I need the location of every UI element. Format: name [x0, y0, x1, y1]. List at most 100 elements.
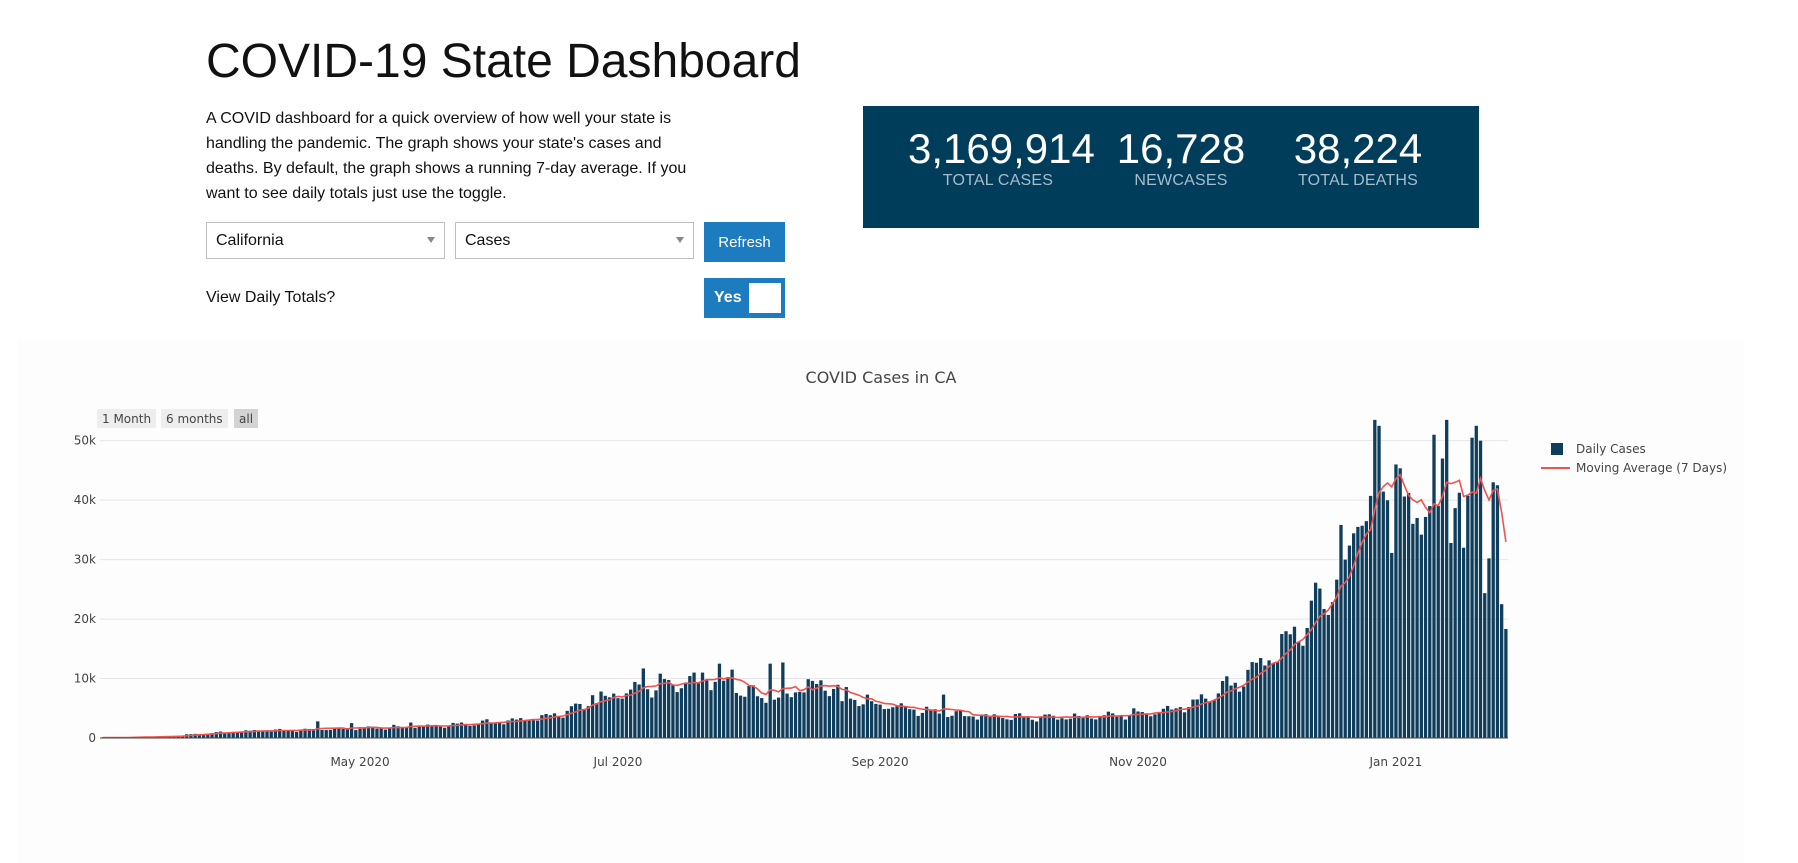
- metric-select[interactable]: Cases: [455, 222, 694, 259]
- daily-cases-bar: [527, 719, 531, 738]
- daily-cases-bar: [1199, 694, 1204, 738]
- daily-cases-bar: [755, 696, 760, 738]
- daily-cases-bar: [1309, 600, 1314, 738]
- daily-cases-bar: [793, 692, 798, 738]
- daily-cases-bar: [1246, 669, 1250, 738]
- daily-cases-bar: [333, 727, 337, 738]
- daily-cases-bar: [1339, 525, 1343, 738]
- daily-cases-bar: [967, 716, 971, 738]
- daily-cases-bar: [493, 722, 497, 738]
- daily-cases-bar: [1377, 425, 1381, 738]
- range-6-months-button[interactable]: 6 months: [161, 409, 228, 428]
- daily-cases-bar: [239, 731, 244, 738]
- daily-cases-bar: [1352, 533, 1356, 738]
- daily-cases-bar: [438, 725, 443, 738]
- daily-cases-bar: [878, 704, 882, 738]
- daily-cases-bar: [316, 721, 320, 738]
- y-tick-label: 40k: [74, 493, 96, 507]
- daily-cases-bar: [565, 710, 569, 738]
- daily-cases-bar: [358, 728, 362, 738]
- daily-cases-bar: [265, 731, 269, 738]
- daily-cases-bar: [1043, 714, 1047, 738]
- daily-cases-bar: [882, 709, 886, 738]
- daily-cases-bar: [256, 730, 261, 738]
- daily-cases-bar: [1144, 713, 1149, 738]
- daily-cases-bar: [637, 684, 641, 738]
- daily-cases-bar: [1440, 458, 1445, 738]
- y-tick-label: 50k: [74, 434, 96, 448]
- daily-cases-bar: [641, 668, 645, 738]
- daily-cases-bar: [709, 690, 713, 738]
- daily-cases-bar: [954, 711, 958, 738]
- stat-label: NEWCASES: [1134, 172, 1228, 189]
- daily-cases-bar: [1068, 718, 1073, 738]
- daily-cases-bar: [654, 690, 658, 738]
- state-select[interactable]: California: [206, 222, 445, 259]
- daily-cases-bar: [354, 730, 358, 738]
- range-all-button[interactable]: all: [234, 409, 259, 428]
- daily-cases-bar: [717, 663, 722, 738]
- daily-cases-bar: [531, 720, 536, 738]
- chart-title: COVID Cases in CA: [806, 368, 957, 387]
- daily-cases-bar: [908, 709, 912, 738]
- daily-cases-bar: [383, 729, 388, 738]
- daily-cases-bar: [1157, 712, 1161, 738]
- daily-cases-bar: [607, 697, 612, 738]
- daily-cases-bar: [916, 715, 920, 738]
- daily-cases-bar: [282, 730, 286, 738]
- daily-cases-bar: [218, 731, 223, 738]
- stat-total-deaths: 38,224 TOTAL DEATHS: [1293, 126, 1423, 190]
- daily-cases-bar: [1297, 641, 1301, 738]
- daily-cases-bar: [874, 703, 878, 738]
- daily-cases-bar: [1394, 464, 1398, 738]
- stat-label: TOTAL DEATHS: [1297, 172, 1419, 189]
- daily-cases-bar: [1292, 626, 1297, 738]
- daily-cases-bar: [307, 728, 311, 738]
- daily-cases-bar: [1254, 662, 1259, 738]
- daily-cases-bar: [861, 704, 865, 738]
- daily-cases-bar: [590, 695, 595, 738]
- daily-cases-bar: [1500, 604, 1504, 738]
- daily-cases-bar: [349, 723, 354, 738]
- x-tick-label: Jan 2021: [1369, 755, 1423, 769]
- daily-cases-bar: [485, 719, 489, 738]
- daily-cases-bar: [806, 679, 810, 738]
- daily-cases-bar: [1022, 716, 1026, 738]
- daily-cases-bar: [506, 720, 510, 738]
- daily-cases-bar: [1094, 719, 1098, 738]
- daily-cases-bar: [1060, 718, 1064, 738]
- daily-cases-bar: [1001, 718, 1005, 738]
- y-tick-label: 0: [88, 731, 96, 745]
- stat-value: 3,169,914: [908, 125, 1095, 172]
- daily-cases-bar: [645, 689, 650, 738]
- daily-cases-bar: [1326, 614, 1330, 738]
- daily-totals-toggle[interactable]: Yes: [704, 278, 785, 318]
- daily-cases-bar: [1106, 711, 1111, 738]
- daily-cases-bar: [468, 725, 472, 738]
- daily-cases-bar: [1174, 708, 1178, 738]
- daily-cases-bar: [362, 727, 366, 738]
- daily-cases-bar: [671, 685, 675, 738]
- daily-cases-bar: [1178, 707, 1182, 738]
- daily-cases-bar: [612, 693, 616, 738]
- daily-cases-bar: [1263, 665, 1267, 738]
- daily-cases-bar: [1123, 719, 1127, 738]
- daily-cases-bar: [1047, 714, 1051, 738]
- legend-daily-cases-label: Daily Cases: [1576, 442, 1646, 456]
- refresh-button[interactable]: Refresh: [704, 222, 785, 262]
- daily-cases-bar: [1013, 714, 1018, 738]
- daily-cases-bar: [1495, 485, 1500, 738]
- range-1-month-button[interactable]: 1 Month: [97, 409, 157, 428]
- daily-cases-bar: [1170, 709, 1174, 738]
- daily-cases-bar: [848, 698, 853, 738]
- metric-select-value: Cases: [465, 232, 511, 249]
- x-tick-label: Sep 2020: [852, 755, 909, 769]
- daily-cases-bar: [476, 724, 481, 738]
- daily-cases-bar: [810, 680, 815, 738]
- daily-cases-bar: [1271, 663, 1275, 738]
- daily-cases-bar: [1242, 686, 1246, 738]
- daily-cases-bar: [1313, 582, 1318, 738]
- daily-cases-bar: [481, 720, 485, 738]
- daily-cases-bar: [996, 717, 1001, 738]
- daily-cases-bar: [244, 730, 248, 738]
